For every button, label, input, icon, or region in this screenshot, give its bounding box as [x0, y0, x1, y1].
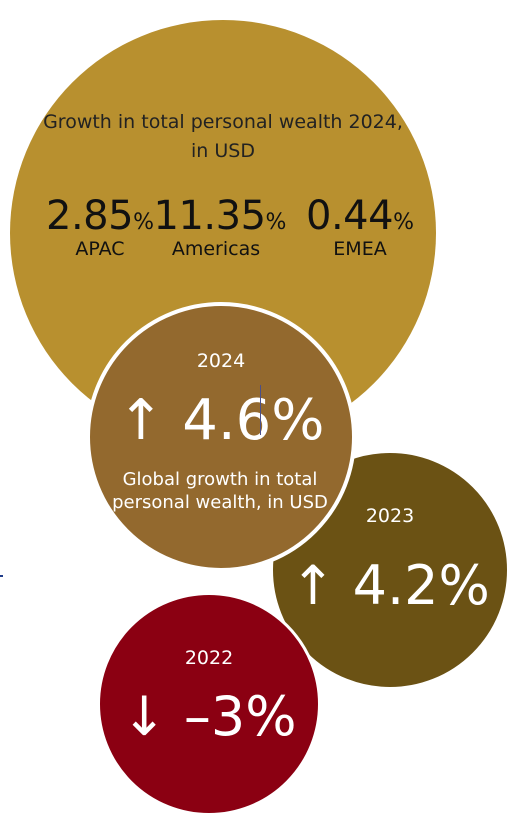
year-2023-label: 2023	[365, 505, 415, 527]
stat-americas-region: Americas	[171, 238, 261, 260]
stat-apac-value: 2.85	[46, 193, 134, 239]
stat-apac-unit: %	[133, 210, 154, 235]
text-cursor	[260, 385, 261, 435]
edge-speck	[0, 575, 3, 577]
stat-emea-value: 0.44	[306, 193, 394, 239]
year-2022-label: 2022	[184, 647, 234, 669]
stat-americas: 11.35% Americas	[150, 194, 290, 260]
growth-2024-value: ↑ 4.6%	[117, 388, 325, 453]
stat-emea-unit: %	[393, 210, 414, 235]
stat-emea-region: EMEA	[333, 238, 387, 260]
year-2024-label: 2024	[196, 350, 246, 372]
growth-2022-circle	[97, 592, 321, 816]
stat-americas-unit: %	[265, 210, 287, 235]
stat-emea: 0.44% EMEA	[290, 194, 430, 260]
growth-2024-circle	[86, 302, 356, 572]
growth-2024-description: Global growth in total personal wealth, …	[112, 469, 328, 513]
growth-2023-value: ↑ 4.2%	[290, 554, 490, 617]
regional-growth-title: Growth in total personal wealth 2024, in…	[43, 111, 403, 162]
growth-2022-value: ↓ –3%	[121, 685, 297, 748]
stat-americas-value: 11.35	[153, 193, 267, 239]
stat-apac-region: APAC	[75, 238, 125, 260]
stat-apac: 2.85% APAC	[20, 194, 180, 260]
